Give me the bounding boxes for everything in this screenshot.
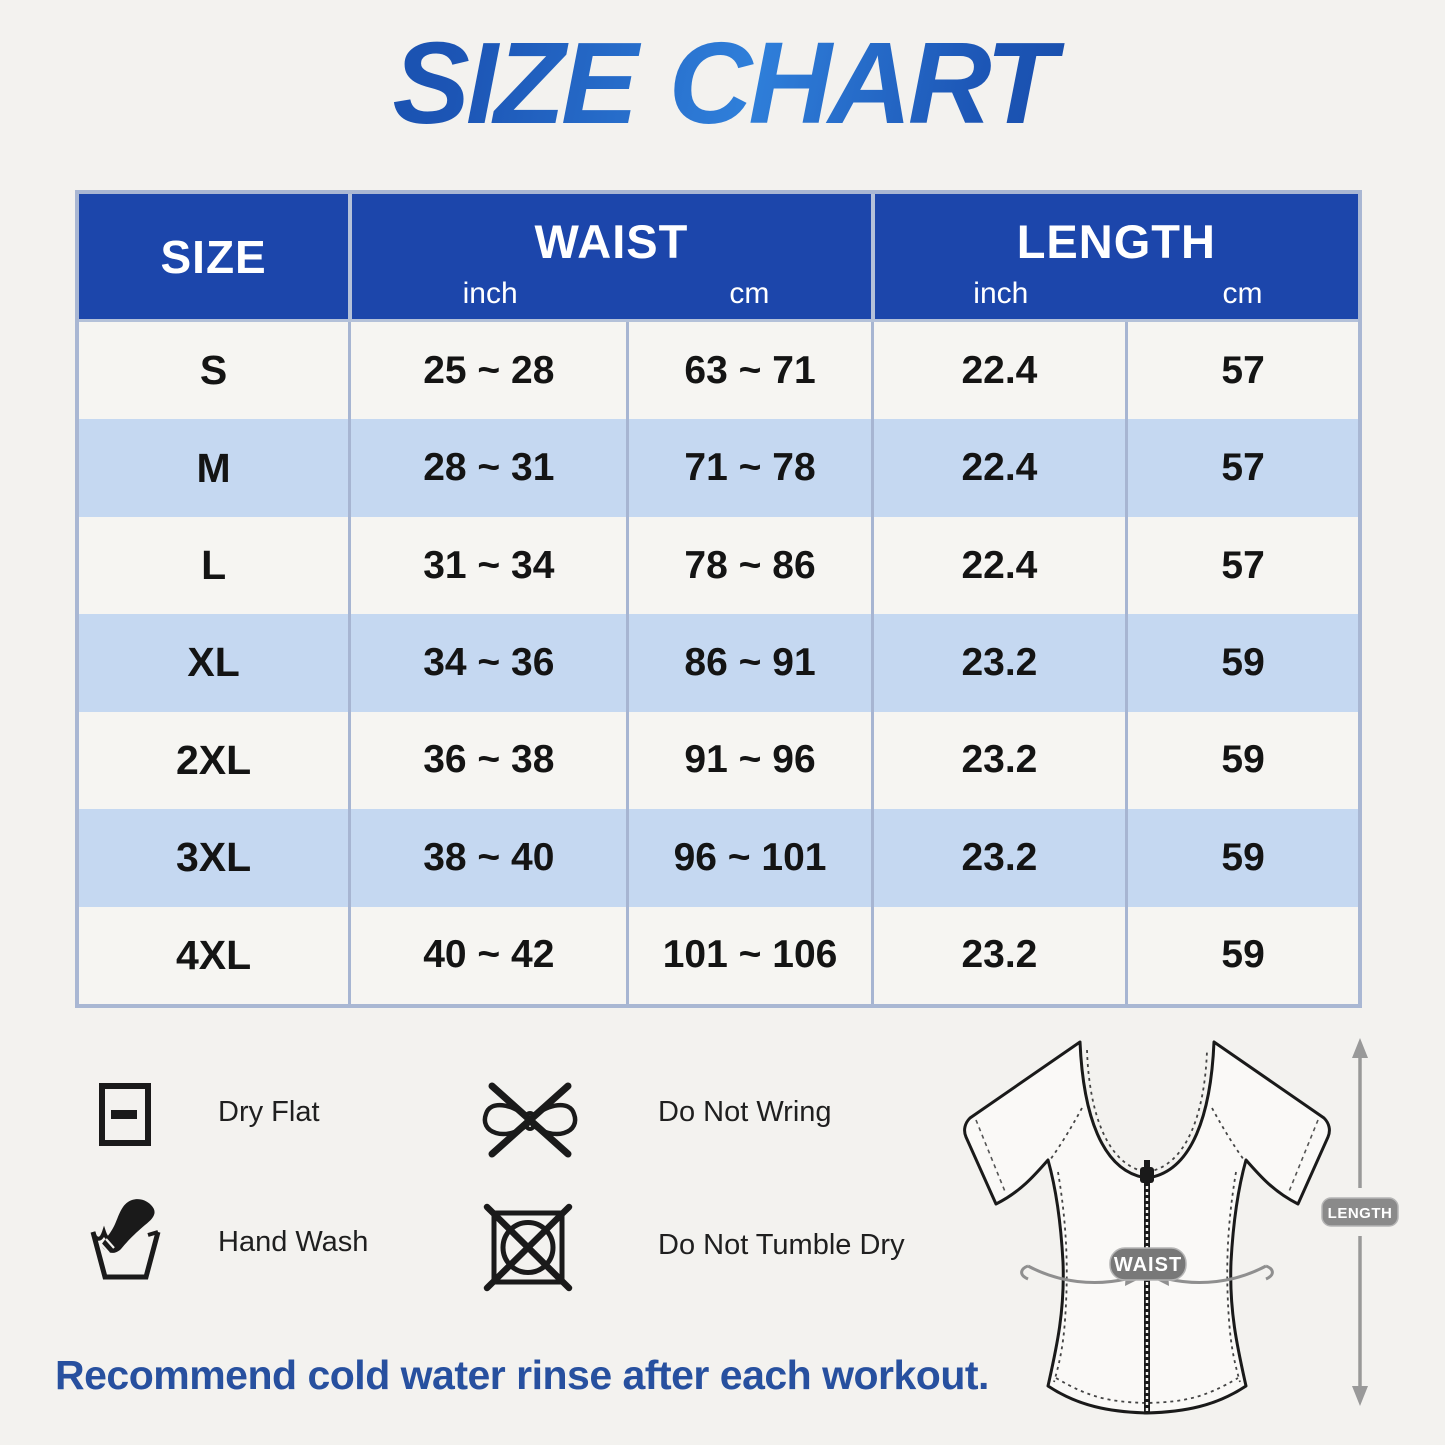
- size-chart-table: SIZE WAIST inch cm LENGTH inch cm S 25 ~…: [75, 190, 1362, 1008]
- waist-inch-cell: 28 ~ 31: [348, 419, 626, 517]
- waist-inch-cell: 38 ~ 40: [348, 809, 626, 907]
- length-inch-cell: 23.2: [870, 711, 1126, 810]
- table-row: 4XL 40 ~ 42 101 ~ 106 23.2 59: [79, 906, 1358, 1004]
- header-size: SIZE: [160, 230, 267, 283]
- waist-inch-cell: 40 ~ 42: [348, 906, 626, 1004]
- waist-inch-cell: 25 ~ 28: [348, 322, 626, 420]
- hand-wash-icon: [90, 1199, 161, 1280]
- length-inch-cell: 22.4: [870, 419, 1126, 517]
- length-cm-cell: 59: [1125, 809, 1358, 907]
- size-cell: 3XL: [176, 834, 252, 881]
- size-cell: 2XL: [176, 736, 252, 783]
- table-row: 2XL 36 ~ 38 91 ~ 96 23.2 59: [79, 711, 1358, 810]
- length-inch-cell: 22.4: [870, 322, 1126, 420]
- table-row: 3XL 38 ~ 40 96 ~ 101 23.2 59: [79, 809, 1358, 907]
- header-length-group: LENGTH inch cm: [870, 194, 1358, 319]
- header-length-cm: cm: [1222, 277, 1263, 310]
- header-waist-group: WAIST inch cm: [348, 194, 870, 319]
- care-label-dry-flat: Dry Flat: [218, 1096, 320, 1128]
- header-waist-inch: inch: [462, 277, 518, 310]
- table-row: M 28 ~ 31 71 ~ 78 22.4 57: [79, 419, 1358, 517]
- header-length: LENGTH: [1016, 215, 1216, 268]
- length-inch-cell: 23.2: [870, 614, 1126, 712]
- size-cell: M: [196, 444, 231, 491]
- waist-pill-label: WAIST: [1114, 1254, 1182, 1276]
- do-not-wring-icon: [482, 1082, 578, 1158]
- length-inch-cell: 22.4: [870, 516, 1126, 615]
- do-not-tumble-dry-icon: [483, 1203, 573, 1292]
- waist-cm-cell: 101 ~ 106: [626, 906, 870, 1004]
- length-cm-cell: 57: [1125, 516, 1358, 615]
- waist-inch-cell: 36 ~ 38: [348, 711, 626, 810]
- care-label-do-not-tumble-dry: Do Not Tumble Dry: [658, 1229, 905, 1261]
- seam-stitches: [1049, 1049, 1245, 1404]
- table-row: XL 34 ~ 36 86 ~ 91 23.2 59: [79, 614, 1358, 712]
- page-title: SIZE CHART: [0, 16, 1445, 150]
- length-arrow-icon: [1352, 1038, 1368, 1406]
- length-inch-cell: 23.2: [870, 906, 1126, 1004]
- dry-flat-icon: [99, 1083, 151, 1146]
- waist-cm-cell: 63 ~ 71: [626, 322, 870, 420]
- header-waist: WAIST: [534, 215, 689, 268]
- care-label-hand-wash: Hand Wash: [218, 1226, 369, 1258]
- length-cm-cell: 59: [1125, 906, 1358, 1004]
- waist-cm-cell: 96 ~ 101: [626, 809, 870, 907]
- length-pill: [1321, 1197, 1399, 1227]
- table-header-row: SIZE WAIST inch cm LENGTH inch cm: [79, 194, 1358, 322]
- footer-note: Recommend cold water rinse after each wo…: [55, 1352, 989, 1398]
- waist-inch-cell: 34 ~ 36: [348, 614, 626, 712]
- waist-pill: [1109, 1247, 1187, 1281]
- table-row: L 31 ~ 34 78 ~ 86 22.4 57: [79, 516, 1358, 615]
- header-length-inch: inch: [973, 277, 1029, 310]
- waist-cm-cell: 86 ~ 91: [626, 614, 870, 712]
- garment-diagram: WAIST LENGTH: [963, 1038, 1399, 1415]
- length-inch-cell: 23.2: [870, 809, 1126, 907]
- waist-inch-cell: 31 ~ 34: [348, 516, 626, 615]
- waist-cm-cell: 71 ~ 78: [626, 419, 870, 517]
- header-waist-cm: cm: [729, 277, 770, 310]
- table-row: S 25 ~ 28 63 ~ 71 22.4 57: [79, 322, 1358, 420]
- zipper: [1140, 1160, 1154, 1413]
- size-cell: S: [199, 347, 228, 394]
- length-cm-cell: 59: [1125, 711, 1358, 810]
- care-label-do-not-wring: Do Not Wring: [658, 1096, 832, 1128]
- length-pill-label: LENGTH: [1328, 1205, 1393, 1222]
- length-cm-cell: 57: [1125, 419, 1358, 517]
- length-cm-cell: 57: [1125, 322, 1358, 420]
- size-cell: L: [201, 542, 227, 589]
- size-cell: 4XL: [176, 931, 252, 978]
- waist-arrow-icon: [1020, 1264, 1274, 1284]
- size-cell: XL: [187, 639, 240, 686]
- waist-cm-cell: 78 ~ 86: [626, 516, 870, 615]
- length-cm-cell: 59: [1125, 614, 1358, 712]
- waist-cm-cell: 91 ~ 96: [626, 711, 870, 810]
